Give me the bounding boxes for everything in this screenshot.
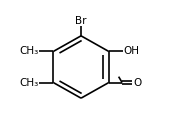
Text: CH₃: CH₃: [20, 78, 39, 88]
Text: CH₃: CH₃: [20, 46, 39, 56]
Text: O: O: [133, 78, 141, 88]
Text: Br: Br: [75, 16, 87, 26]
Text: OH: OH: [123, 46, 139, 56]
